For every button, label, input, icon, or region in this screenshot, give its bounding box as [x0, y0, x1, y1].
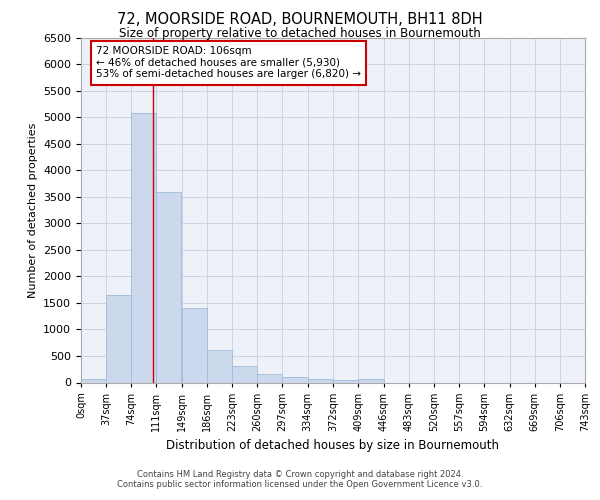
- Text: Contains HM Land Registry data © Crown copyright and database right 2024.
Contai: Contains HM Land Registry data © Crown c…: [118, 470, 482, 489]
- X-axis label: Distribution of detached houses by size in Bournemouth: Distribution of detached houses by size …: [167, 440, 499, 452]
- Bar: [308, 380, 332, 382]
- Bar: [106, 295, 131, 382]
- Text: 72, MOORSIDE ROAD, BOURNEMOUTH, BH11 8DH: 72, MOORSIDE ROAD, BOURNEMOUTH, BH11 8DH: [117, 12, 483, 28]
- Bar: [334, 380, 358, 382]
- Text: Size of property relative to detached houses in Bournemouth: Size of property relative to detached ho…: [119, 28, 481, 40]
- Bar: [207, 350, 232, 382]
- Bar: [131, 113, 156, 382]
- Bar: [182, 308, 207, 382]
- Text: 72 MOORSIDE ROAD: 106sqm
← 46% of detached houses are smaller (5,930)
53% of sem: 72 MOORSIDE ROAD: 106sqm ← 46% of detach…: [96, 46, 361, 80]
- Bar: [257, 374, 283, 382]
- Bar: [232, 366, 257, 382]
- Bar: [358, 380, 383, 382]
- Y-axis label: Number of detached properties: Number of detached properties: [28, 122, 38, 298]
- Bar: [283, 378, 308, 382]
- Bar: [81, 378, 106, 382]
- Bar: [156, 192, 181, 382]
